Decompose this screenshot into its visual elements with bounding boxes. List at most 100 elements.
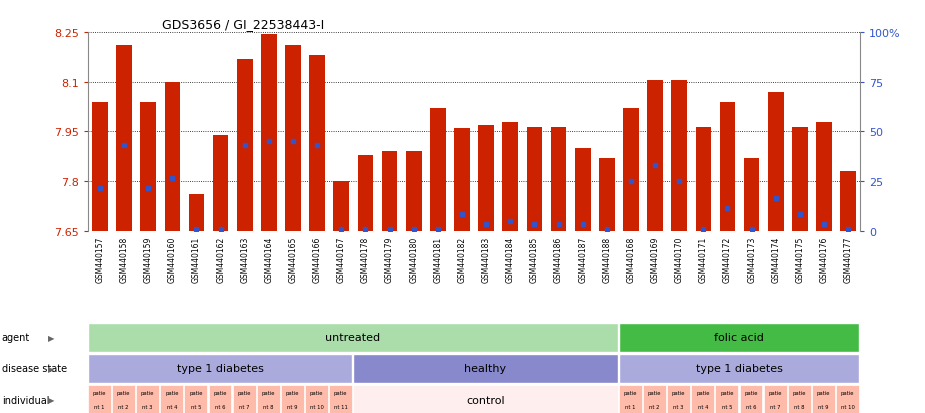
Bar bbox=[189, 195, 204, 231]
Text: GSM440179: GSM440179 bbox=[385, 236, 394, 282]
Text: GSM440165: GSM440165 bbox=[289, 236, 298, 282]
Text: GSM440184: GSM440184 bbox=[506, 236, 515, 282]
Text: GSM440169: GSM440169 bbox=[650, 236, 660, 282]
Text: GSM440185: GSM440185 bbox=[530, 236, 539, 282]
Bar bbox=[213, 135, 228, 231]
Bar bbox=[599, 159, 614, 231]
Bar bbox=[353, 385, 618, 413]
Text: GSM440182: GSM440182 bbox=[458, 236, 466, 282]
Bar bbox=[648, 81, 663, 231]
Text: ▶: ▶ bbox=[48, 333, 55, 342]
Bar bbox=[840, 172, 856, 231]
Bar bbox=[667, 385, 690, 413]
Text: ▶: ▶ bbox=[48, 364, 55, 373]
Bar bbox=[792, 127, 808, 231]
Bar bbox=[285, 46, 301, 231]
Text: GSM440180: GSM440180 bbox=[409, 236, 418, 282]
Bar bbox=[619, 354, 859, 383]
Text: untreated: untreated bbox=[326, 332, 380, 343]
Bar bbox=[788, 385, 811, 413]
Text: agent: agent bbox=[2, 332, 31, 343]
Bar bbox=[261, 35, 277, 231]
Bar bbox=[382, 152, 398, 231]
Text: nt 6: nt 6 bbox=[215, 404, 226, 409]
Text: patie: patie bbox=[262, 390, 275, 395]
Text: type 1 diabetes: type 1 diabetes bbox=[177, 363, 264, 374]
Bar bbox=[406, 152, 422, 231]
Text: patie: patie bbox=[817, 390, 831, 395]
Text: type 1 diabetes: type 1 diabetes bbox=[696, 363, 783, 374]
Bar bbox=[672, 81, 687, 231]
Text: GDS3656 / GI_22538443-I: GDS3656 / GI_22538443-I bbox=[162, 18, 324, 31]
Bar bbox=[550, 127, 566, 231]
Text: GSM440166: GSM440166 bbox=[313, 236, 322, 282]
Text: patie: patie bbox=[141, 390, 154, 395]
Text: healthy: healthy bbox=[464, 363, 507, 374]
Text: patie: patie bbox=[286, 390, 299, 395]
Text: GSM440162: GSM440162 bbox=[216, 236, 225, 282]
Text: nt 9: nt 9 bbox=[287, 404, 298, 409]
Bar bbox=[526, 127, 542, 231]
Text: GSM440177: GSM440177 bbox=[844, 236, 853, 282]
Text: GSM440159: GSM440159 bbox=[143, 236, 153, 282]
Bar bbox=[430, 109, 446, 231]
Text: patie: patie bbox=[672, 390, 685, 395]
Bar bbox=[744, 159, 759, 231]
Text: nt 2: nt 2 bbox=[118, 404, 129, 409]
Text: nt 5: nt 5 bbox=[722, 404, 733, 409]
Text: GSM440168: GSM440168 bbox=[626, 236, 635, 282]
Text: individual: individual bbox=[2, 394, 49, 405]
Bar bbox=[165, 83, 180, 231]
Bar bbox=[764, 385, 786, 413]
Bar bbox=[696, 127, 711, 231]
Bar bbox=[619, 385, 642, 413]
Text: nt 8: nt 8 bbox=[263, 404, 274, 409]
Text: ▶: ▶ bbox=[48, 395, 55, 404]
Text: GSM440174: GSM440174 bbox=[771, 236, 781, 282]
Text: GSM440164: GSM440164 bbox=[265, 236, 274, 282]
Text: GSM440173: GSM440173 bbox=[747, 236, 756, 282]
Bar bbox=[816, 122, 832, 231]
Bar bbox=[358, 155, 374, 231]
Text: GSM440163: GSM440163 bbox=[240, 236, 249, 282]
Text: patie: patie bbox=[841, 390, 855, 395]
Bar bbox=[502, 122, 518, 231]
Text: nt 1: nt 1 bbox=[94, 404, 105, 409]
Text: patie: patie bbox=[92, 390, 106, 395]
Bar bbox=[208, 385, 231, 413]
Bar bbox=[740, 385, 762, 413]
Text: patie: patie bbox=[745, 390, 758, 395]
Text: GSM440188: GSM440188 bbox=[602, 236, 611, 282]
Bar bbox=[92, 102, 108, 231]
Text: patie: patie bbox=[334, 390, 348, 395]
Text: patie: patie bbox=[696, 390, 709, 395]
Bar bbox=[281, 385, 304, 413]
Text: GSM440158: GSM440158 bbox=[119, 236, 129, 282]
Text: nt 1: nt 1 bbox=[625, 404, 635, 409]
Text: patie: patie bbox=[165, 390, 179, 395]
Bar bbox=[454, 129, 470, 231]
Text: nt 3: nt 3 bbox=[142, 404, 153, 409]
Text: nt 9: nt 9 bbox=[819, 404, 829, 409]
Bar bbox=[117, 46, 132, 231]
Bar bbox=[691, 385, 714, 413]
Text: GSM440183: GSM440183 bbox=[482, 236, 490, 282]
Bar bbox=[619, 323, 859, 352]
Text: GSM440176: GSM440176 bbox=[820, 236, 829, 282]
Text: nt 6: nt 6 bbox=[746, 404, 757, 409]
Text: patie: patie bbox=[721, 390, 734, 395]
Bar bbox=[574, 149, 590, 231]
Text: nt 11: nt 11 bbox=[334, 404, 348, 409]
Text: patie: patie bbox=[117, 390, 130, 395]
Bar bbox=[257, 385, 279, 413]
Bar bbox=[768, 93, 783, 231]
Text: GSM440178: GSM440178 bbox=[361, 236, 370, 282]
Bar bbox=[329, 385, 352, 413]
Bar bbox=[836, 385, 859, 413]
Bar bbox=[160, 385, 183, 413]
Text: patie: patie bbox=[238, 390, 251, 395]
Bar bbox=[237, 59, 253, 231]
Text: GSM440160: GSM440160 bbox=[167, 236, 177, 282]
Text: nt 4: nt 4 bbox=[166, 404, 177, 409]
Bar bbox=[812, 385, 835, 413]
